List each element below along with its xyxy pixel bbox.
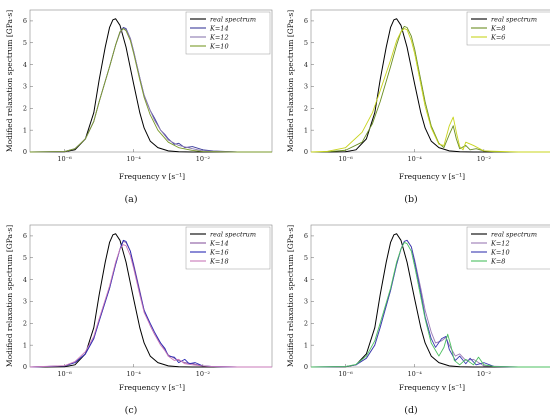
y-tick-label: 2 [304,105,308,113]
y-tick-label: 5 [304,39,308,47]
legend-entry: K=6 [490,33,505,41]
panel-label: (a) [124,194,137,205]
x-tick-label: 10⁻⁶ [338,155,353,163]
plot-area: 0 1 2 3 4 5 6 10⁻⁶ 10⁻⁴ 10⁻² real spectrumK=14K=12… [23,9,273,163]
y-tick-label: 2 [23,320,27,328]
y-tick-label: 3 [304,83,308,91]
y-tick-label: 3 [304,298,308,306]
y-tick-label: 4 [304,61,308,69]
series-line [310,242,550,368]
axes-frame [310,224,550,368]
legend-entry: real spectrum [491,15,537,23]
x-axis-label: Frequency v [s⁻¹] [399,383,465,392]
y-axis-label: Modified relaxation spectrum [GPa·s] [5,10,14,152]
plot-area: 0 1 2 3 4 5 6 10⁻⁶ 10⁻⁴ 10⁻² real spectrumK=12K=10… [304,224,550,378]
legend-entry: K=10 [490,248,510,256]
panel-c: Modified relaxation spectrum [GPa·s] 0 1 2… [5,224,273,416]
legend-entry: real spectrum [210,230,256,238]
series-line [29,28,272,153]
y-axis-label: Modified relaxation spectrum [GPa·s] [286,10,295,152]
panel-a: Modified relaxation spectrum [GPa·s] 0 1 2… [5,9,273,205]
x-tick-label: 10⁻² [477,370,492,378]
legend-entry: real spectrum [491,230,537,238]
x-tick-label: 10⁻⁴ [127,370,142,378]
legend-entry: real spectrum [210,15,256,23]
x-tick-label: 10⁻⁴ [408,155,423,163]
series-line [29,239,272,368]
y-tick-label: 5 [23,254,27,262]
x-tick-label: 10⁻² [196,155,211,163]
legend-entry: K=18 [209,257,229,265]
y-tick-label: 0 [23,148,27,156]
legend-entry: K=10 [209,42,229,50]
x-axis-label: Frequency v [s⁻¹] [399,172,465,181]
y-tick-label: 1 [304,126,308,134]
legend-entry: K=14 [209,24,229,32]
x-tick-label: 10⁻⁶ [57,155,72,163]
y-tick-label: 6 [304,232,308,240]
axes-frame [29,224,273,368]
legend-entry: K=16 [209,248,229,256]
x-tick-label: 10⁻² [477,155,492,163]
legend-entry: K=14 [209,239,229,247]
y-tick-label: 1 [23,126,27,134]
y-axis-label: Modified relaxation spectrum [GPa·s] [5,225,14,367]
y-tick-label: 6 [304,17,308,25]
y-tick-label: 1 [304,341,308,349]
series-line [311,18,550,153]
series-line [310,25,550,153]
y-tick-label: 5 [304,254,308,262]
y-tick-label: 2 [304,320,308,328]
panel-label: (d) [404,405,418,416]
legend-entry: K=12 [209,33,229,41]
axes-frame [29,9,273,153]
panel-label: (b) [404,194,418,205]
y-tick-label: 6 [23,232,27,240]
y-tick-label: 3 [23,83,27,91]
panel-b: Modified relaxation spectrum [GPa·s] 0 1 2… [286,9,550,205]
y-tick-label: 2 [23,105,27,113]
axes-frame [310,9,550,153]
y-tick-label: 3 [23,298,27,306]
x-tick-label: 10⁻² [196,370,211,378]
panel-label: (c) [125,405,138,416]
x-tick-label: 10⁻⁴ [408,370,423,378]
y-tick-label: 5 [23,39,27,47]
series-line [29,244,272,368]
x-tick-label: 10⁻⁶ [57,370,72,378]
legend-entry: K=8 [490,257,505,265]
x-axis-label: Frequency v [s⁻¹] [119,383,185,392]
y-tick-label: 4 [304,276,308,284]
y-tick-label: 0 [23,363,27,371]
y-tick-label: 1 [23,341,27,349]
y-tick-label: 4 [23,61,27,69]
y-tick-label: 0 [304,148,308,156]
plot-area: 0 1 2 3 4 5 6 10⁻⁶ 10⁻⁴ 10⁻² real spectrumK=14K=16… [23,224,273,378]
y-axis-label: Modified relaxation spectrum [GPa·s] [286,225,295,367]
x-axis-label: Frequency v [s⁻¹] [119,172,185,181]
legend-entry: K=12 [490,239,510,247]
series-line [310,28,550,153]
panel-d: Modified relaxation spectrum [GPa·s] 0 1 2… [286,224,550,416]
y-tick-label: 4 [23,276,27,284]
y-tick-label: 6 [23,17,27,25]
legend-entry: K=8 [490,24,505,32]
x-tick-label: 10⁻⁴ [127,155,142,163]
y-tick-label: 0 [304,363,308,371]
series-line [311,233,550,368]
x-tick-label: 10⁻⁶ [338,370,353,378]
